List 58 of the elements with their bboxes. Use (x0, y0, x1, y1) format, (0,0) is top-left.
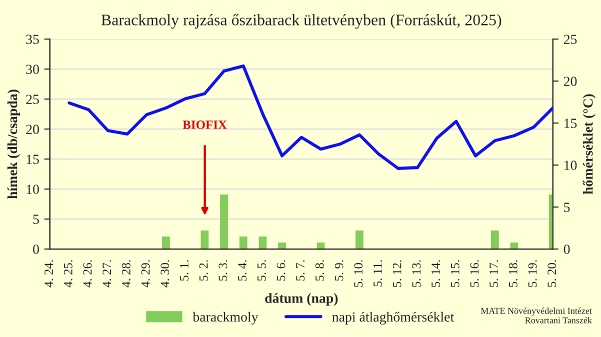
annotation: BIOFIX (182, 120, 227, 129)
x-tick-label: 4. 29. (141, 260, 150, 288)
x-tick-label: 5. 16. (470, 260, 479, 287)
bar (258, 236, 267, 250)
x-axis-title: dátum (nap) (265, 293, 338, 306)
bar (200, 230, 209, 250)
y-tick-label: 5 (33, 214, 39, 224)
text: MATE Növényvédelmi Intézet Rovartani Tanszék (480, 308, 592, 324)
y-tick-label: 25 (26, 94, 39, 104)
bar (220, 194, 228, 250)
x-tick-label: 4. 25. (64, 260, 72, 288)
y-tick-label: 35 (26, 34, 39, 44)
x-tick-label: 4. 28. (122, 260, 130, 288)
y-tick-label: 20 (26, 124, 39, 134)
y-tick-label: 0 (33, 244, 39, 254)
y-axis-title: hímek (db/csapda) (7, 90, 20, 199)
x-tick-label: 5. 4. (238, 260, 247, 281)
x-tick-label: 5. 3. (218, 260, 228, 281)
x-tick-label: 5. 14. (432, 260, 440, 287)
bar (490, 230, 499, 250)
bar (278, 242, 286, 250)
x-tick-label: 4. 26. (83, 260, 92, 288)
y2-tick-label: 0 (564, 244, 570, 254)
x-tick-label: 4. 30. (160, 260, 170, 288)
x-tick-label: 5. 11. (374, 260, 382, 286)
x-tick-label: 4. 24. (44, 260, 54, 288)
x-tick-label: 5. 9. (334, 260, 344, 281)
bar (356, 230, 364, 250)
x-tick-label: 5. 13. (412, 260, 421, 287)
chart-title: Barackmoly rajzása őszibarack ültetvényben (Forráskút, 2025) (101, 14, 502, 29)
x-tick-label: 5. 17. (490, 260, 498, 287)
x-tick-label: 4. 27. (102, 260, 112, 288)
y2-tick-label: 25 (564, 34, 577, 44)
y-tick-label: 30 (26, 64, 39, 74)
x-tick-label: 5. 1. (180, 260, 188, 281)
bar (162, 236, 170, 250)
legend-label: napi átlaghőmérséklet (332, 312, 454, 324)
bar (239, 236, 248, 250)
y2-tick-label: 20 (564, 76, 577, 86)
x-tick-label: 5. 12. (392, 260, 402, 287)
y2-tick-label: 10 (564, 160, 577, 170)
x-tick-label: 5. 20. (548, 260, 556, 287)
y2-tick-label: 15 (564, 118, 577, 128)
legend-label: barackmoly (192, 312, 258, 324)
x-tick-label: 5. 2. (199, 260, 208, 281)
y2-axis-title: hőmérséklet (°C) (582, 94, 596, 194)
x-tick-label: 5. 7. (296, 260, 305, 281)
x-tick-label: 5. 15. (450, 260, 460, 287)
x-tick-label: 5. 10. (354, 260, 363, 287)
y-tick-label: 10 (26, 184, 39, 194)
x-tick-label: 5. 19. (528, 260, 537, 287)
x-tick-label: 5. 6. (276, 260, 286, 281)
y-tick-label: 15 (26, 154, 39, 164)
x-tick-label: 5. 5. (258, 260, 266, 281)
x-tick-label: 5. 18. (508, 260, 518, 287)
line-series (68, 64, 553, 170)
x-tick-label: 5. 8. (315, 260, 324, 281)
y2-tick-label: 5 (564, 202, 570, 212)
